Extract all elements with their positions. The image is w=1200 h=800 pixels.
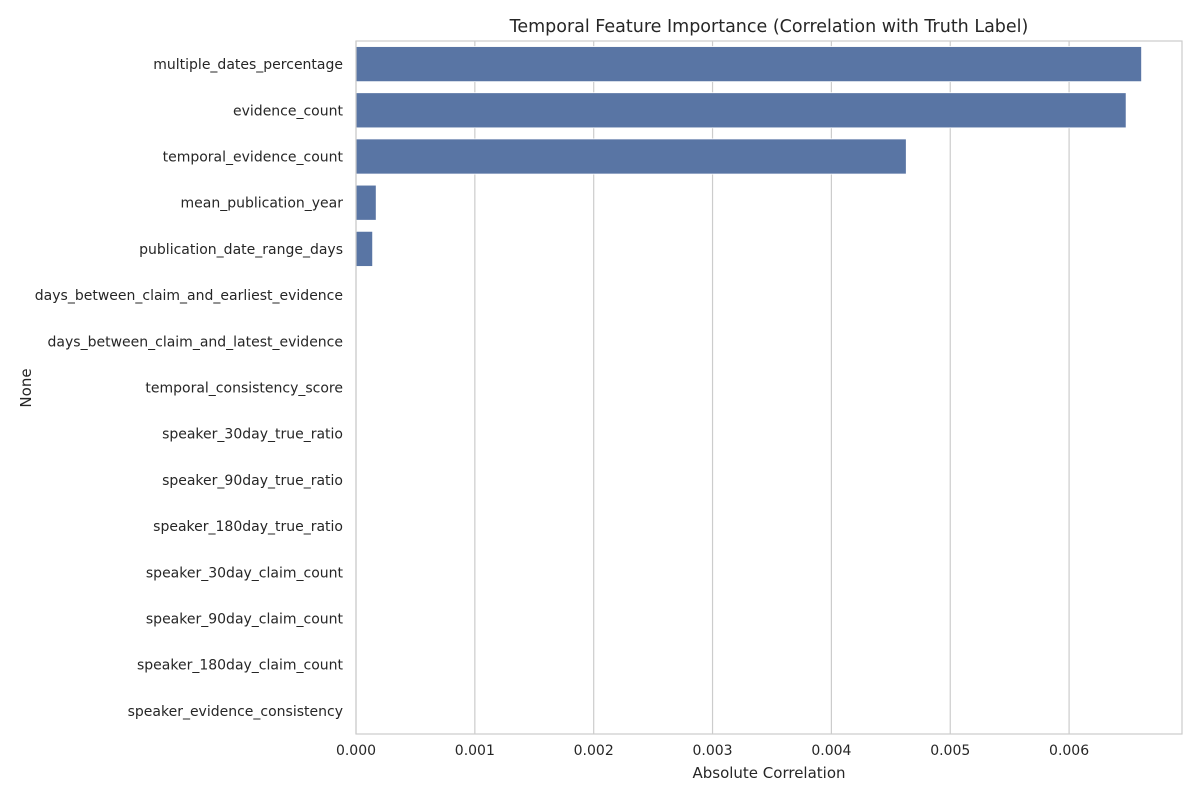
chart-title: Temporal Feature Importance (Correlation…	[509, 17, 1029, 37]
y-tick-label: evidence_count	[233, 103, 343, 119]
y-tick-label: days_between_claim_and_latest_evidence	[48, 334, 343, 350]
y-tick-label: days_between_claim_and_earliest_evidence	[35, 288, 343, 304]
y-tick-label: speaker_180day_claim_count	[137, 658, 344, 674]
y-tick-label: speaker_180day_true_ratio	[153, 519, 343, 535]
x-tick-labels: 0.000 0.001 0.002 0.003 0.004 0.005 0.006	[336, 743, 1089, 759]
y-tick-label: multiple_dates_percentage	[153, 57, 343, 73]
y-tick-label: mean_publication_year	[181, 196, 344, 212]
plot-frame	[355, 40, 1183, 735]
y-tick-label: speaker_30day_true_ratio	[162, 427, 343, 443]
y-tick-label: speaker_90day_true_ratio	[162, 473, 343, 489]
plot-area-border	[355, 40, 1183, 735]
x-tick-label: 0.002	[574, 743, 614, 759]
x-tick-label: 0.001	[455, 743, 495, 759]
bar	[355, 184, 377, 221]
bar	[355, 230, 374, 267]
x-tick-label: 0.005	[930, 743, 970, 759]
bar	[355, 92, 1127, 129]
y-tick-label: speaker_evidence_consistency	[128, 704, 343, 720]
y-tick-label: speaker_90day_claim_count	[146, 612, 344, 628]
y-tick-label: publication_date_range_days	[139, 242, 343, 258]
x-axis-label: Absolute Correlation	[692, 764, 845, 782]
y-tick-label: temporal_evidence_count	[163, 150, 344, 166]
bar	[355, 138, 907, 175]
y-axis-label: None	[17, 368, 35, 407]
bars	[355, 46, 1142, 267]
y-tick-label: speaker_30day_claim_count	[146, 565, 344, 581]
bar	[355, 46, 1142, 83]
x-tick-label: 0.004	[811, 743, 851, 759]
x-tick-label: 0.003	[692, 743, 732, 759]
y-tick-label: temporal_consistency_score	[145, 381, 343, 397]
y-tick-labels: multiple_dates_percentage evidence_countt…	[35, 57, 344, 720]
x-tick-label: 0.006	[1049, 743, 1089, 759]
x-tick-label: 0.000	[336, 743, 376, 759]
